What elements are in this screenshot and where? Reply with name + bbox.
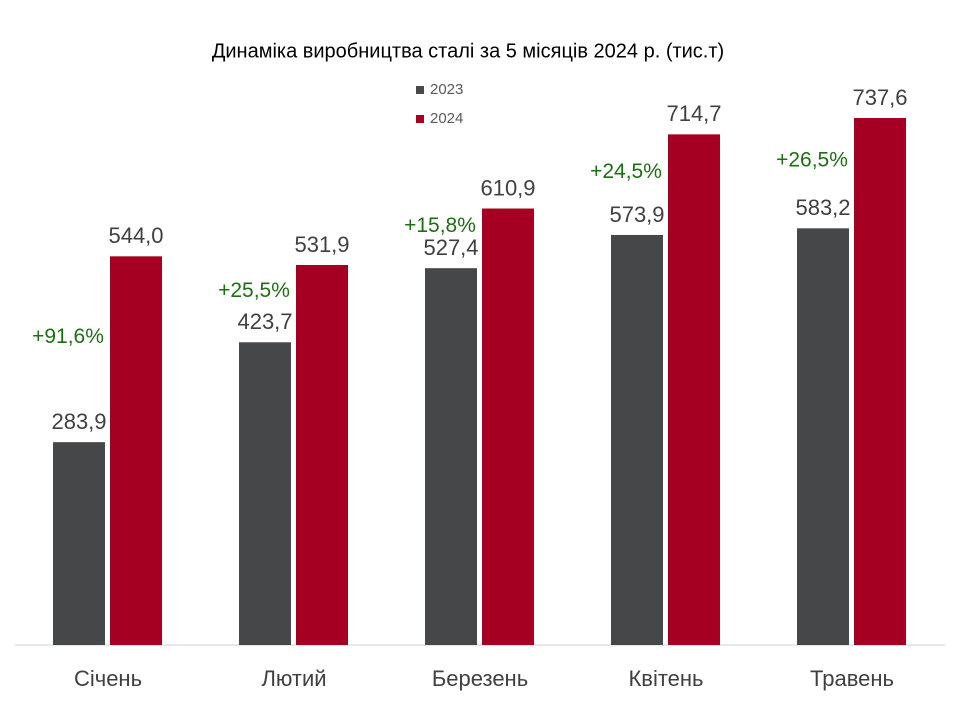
growth-label: +25,5% bbox=[218, 279, 290, 302]
legend-label: 2023 bbox=[430, 81, 463, 98]
growth-label: +24,5% bbox=[590, 160, 662, 183]
value-label: 283,9 bbox=[51, 409, 106, 434]
bar bbox=[797, 228, 849, 645]
bar bbox=[482, 208, 534, 645]
bar bbox=[611, 234, 663, 646]
bar bbox=[854, 118, 906, 645]
x-tick-label: Січень bbox=[74, 666, 142, 691]
value-label: 531,9 bbox=[294, 232, 349, 257]
value-label: 714,7 bbox=[666, 101, 721, 126]
bar bbox=[239, 342, 291, 645]
bar bbox=[53, 442, 105, 645]
value-label: 573,9 bbox=[609, 202, 664, 227]
bar bbox=[110, 256, 162, 645]
growth-label: +26,5% bbox=[776, 149, 848, 172]
value-label: 527,4 bbox=[423, 235, 478, 260]
bar bbox=[296, 264, 348, 645]
value-label: 583,2 bbox=[795, 195, 850, 220]
value-label: 423,7 bbox=[237, 309, 292, 334]
bar bbox=[425, 268, 477, 645]
legend-swatch bbox=[416, 115, 424, 123]
x-tick-label: Квітень bbox=[628, 666, 703, 691]
value-label: 544,0 bbox=[108, 223, 163, 248]
x-tick-label: Лютий bbox=[261, 666, 326, 691]
chart-title: Динаміка виробництва сталі за 5 місяців … bbox=[212, 40, 724, 62]
legend-swatch bbox=[416, 86, 424, 94]
x-tick-label: Травень bbox=[810, 666, 894, 691]
value-label: 610,9 bbox=[480, 175, 535, 200]
growth-label: +91,6% bbox=[32, 325, 104, 348]
growth-label: +15,8% bbox=[404, 214, 476, 237]
legend-label: 2024 bbox=[430, 110, 463, 127]
value-label: 737,6 bbox=[852, 85, 907, 110]
x-tick-label: Березень bbox=[432, 666, 528, 691]
bar bbox=[668, 134, 720, 645]
